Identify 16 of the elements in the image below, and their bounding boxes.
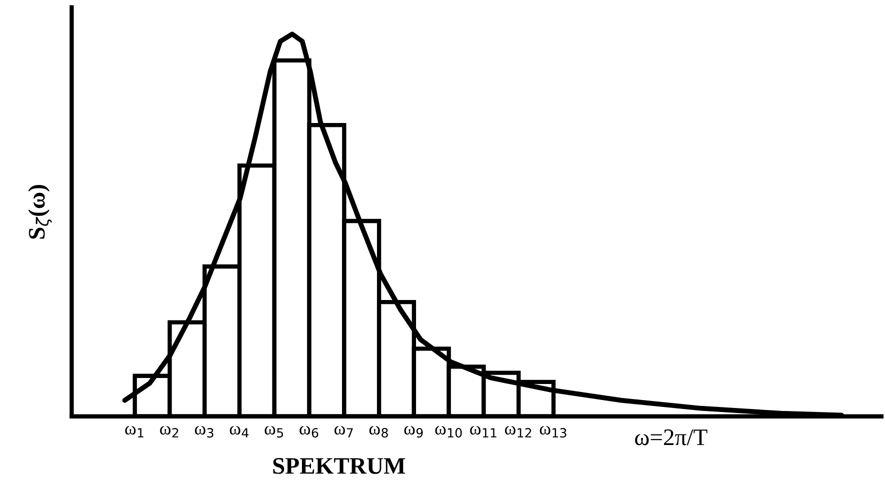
x-tick-label: ω$_{2}$ [160, 426, 178, 438]
x-tick-label: ω$_{4}$ [230, 426, 249, 438]
x-tick-label: ω$_{12}$ [504, 426, 532, 438]
x-axis-title: ω=2π/T [635, 429, 708, 446]
x-tick-label: ω$_{10}$ [435, 426, 462, 438]
x-tick-label: ω$_{3}$ [194, 426, 214, 438]
text: SPEKTRUM [273, 458, 406, 474]
x-tick-label: ω$_{8}$ [369, 426, 388, 438]
x-tick-label: ω$_{1}$ [125, 426, 144, 438]
x-tick-label: ω$_{13}$ [540, 426, 566, 438]
x-tick-label: ω$_{6}$ [300, 426, 318, 438]
x-tick-label: ω$_{5}$ [264, 426, 284, 438]
x-tick-label: ω$_{11}$ [470, 426, 496, 438]
x-tick-label: ω$_{9}$ [404, 426, 423, 438]
x-tick-label: ω$_{7}$ [334, 426, 353, 438]
y-axis-title: S$_{ζ}$(ω) [28, 185, 52, 239]
